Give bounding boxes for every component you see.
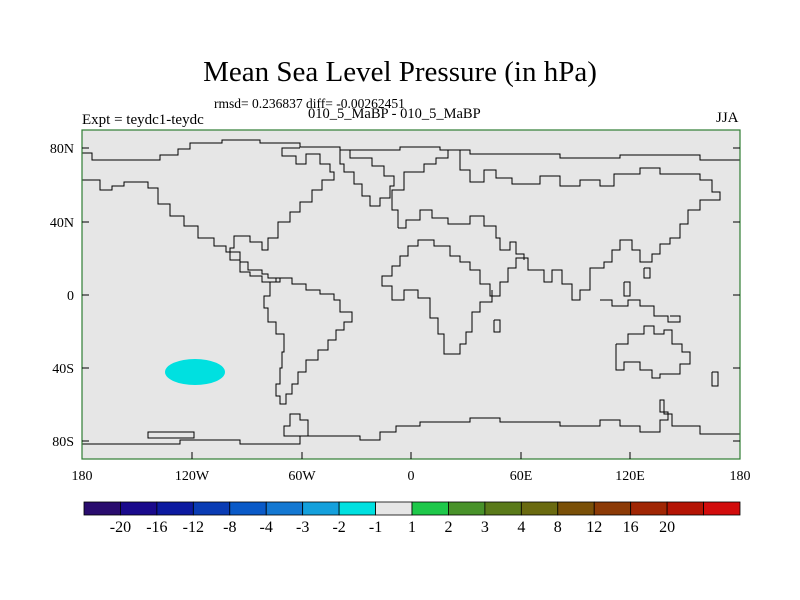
colorbar-label: 2 <box>444 519 452 536</box>
colorbar <box>83 501 741 516</box>
island-1-coast <box>623 281 631 297</box>
lon-label-180e: 180 <box>730 469 751 484</box>
colorbar-swatch <box>593 501 632 516</box>
colorbar-swatch <box>338 501 376 516</box>
colorbar-label: -8 <box>223 519 236 536</box>
lon-label-60e: 60E <box>510 469 533 484</box>
colorbar-label: 20 <box>659 519 675 536</box>
colorbar-label: 16 <box>623 519 639 536</box>
colorbar-swatch <box>666 501 704 516</box>
lat-label-40s: 40S <box>52 362 74 377</box>
colorbar-label: 3 <box>481 519 489 536</box>
lon-label-120w: 120W <box>175 469 210 484</box>
colorbar-label: -4 <box>260 519 273 536</box>
north-america-coast <box>82 147 335 283</box>
colorbar-label: 4 <box>517 519 525 536</box>
lat-label-80n: 80N <box>50 142 74 157</box>
colorbar-swatch <box>120 501 158 516</box>
colorbar-label: -1 <box>369 519 382 536</box>
colorbar-label: -16 <box>146 519 167 536</box>
colorbar-swatch <box>302 501 340 516</box>
ice-shelf-outline <box>147 431 195 439</box>
colorbar-swatch <box>448 501 486 516</box>
colorbar-swatch <box>265 501 304 516</box>
colorbar-swatch <box>156 501 194 516</box>
colorbar-labels: -20 -16 -12 -8 -4 -3 -2 -1 1 2 3 4 8 12 16 20 <box>110 519 675 536</box>
colorbar-swatch <box>630 501 668 516</box>
south-america-coast <box>263 277 353 405</box>
madagascar-coast <box>493 319 501 333</box>
colorbar-swatch <box>703 501 741 516</box>
colorbar-label: -20 <box>110 519 131 536</box>
colorbar-swatch <box>411 501 449 516</box>
colorbar-swatch <box>484 501 522 516</box>
coastlines <box>82 139 740 445</box>
stats-text: rmsd= 0.236837 diff= -0.00262451 <box>214 96 405 111</box>
antarctica-coast <box>82 399 740 445</box>
lon-label-60w: 60W <box>288 469 316 484</box>
colorbar-label: 12 <box>586 519 602 536</box>
lat-label-80s: 80S <box>52 435 74 450</box>
map-background <box>82 130 740 459</box>
colorbar-swatch <box>229 501 267 516</box>
subtitle: 010_5_MaBP - 010_5_MaBP <box>308 106 481 122</box>
island-2-coast <box>643 267 651 279</box>
anomaly-region <box>165 359 225 385</box>
colorbar-swatch <box>83 501 121 516</box>
australia-coast <box>615 325 691 379</box>
colorbar-swatch <box>375 501 413 516</box>
colorbar-label: 8 <box>554 519 562 536</box>
arctic-coast <box>82 139 740 161</box>
se-asia-coast <box>600 299 681 323</box>
lon-label-180w: 180 <box>72 469 93 484</box>
axis-ticks <box>82 147 740 459</box>
colorbar-label: 1 <box>408 519 416 536</box>
africa-coast <box>398 209 525 260</box>
season-label: JJA <box>716 110 739 126</box>
colorbar-swatch <box>557 501 595 516</box>
eurasia-africa-coast <box>381 149 721 355</box>
greenland-coast <box>339 149 395 207</box>
lat-label-40n: 40N <box>50 216 74 231</box>
lon-label-0: 0 <box>408 469 415 484</box>
colorbar-swatch <box>192 501 231 516</box>
lat-label-0: 0 <box>67 289 74 304</box>
chart-title: Mean Sea Level Pressure (in hPa) <box>203 56 597 88</box>
colorbar-label: -2 <box>332 519 345 536</box>
experiment-label: Expt = teydc1-teydc <box>82 112 204 128</box>
colorbar-label: -12 <box>183 519 204 536</box>
lon-label-120e: 120E <box>615 469 645 484</box>
colorbar-label: -3 <box>296 519 309 536</box>
new-zealand-coast <box>711 371 719 387</box>
colorbar-swatch <box>520 501 559 516</box>
